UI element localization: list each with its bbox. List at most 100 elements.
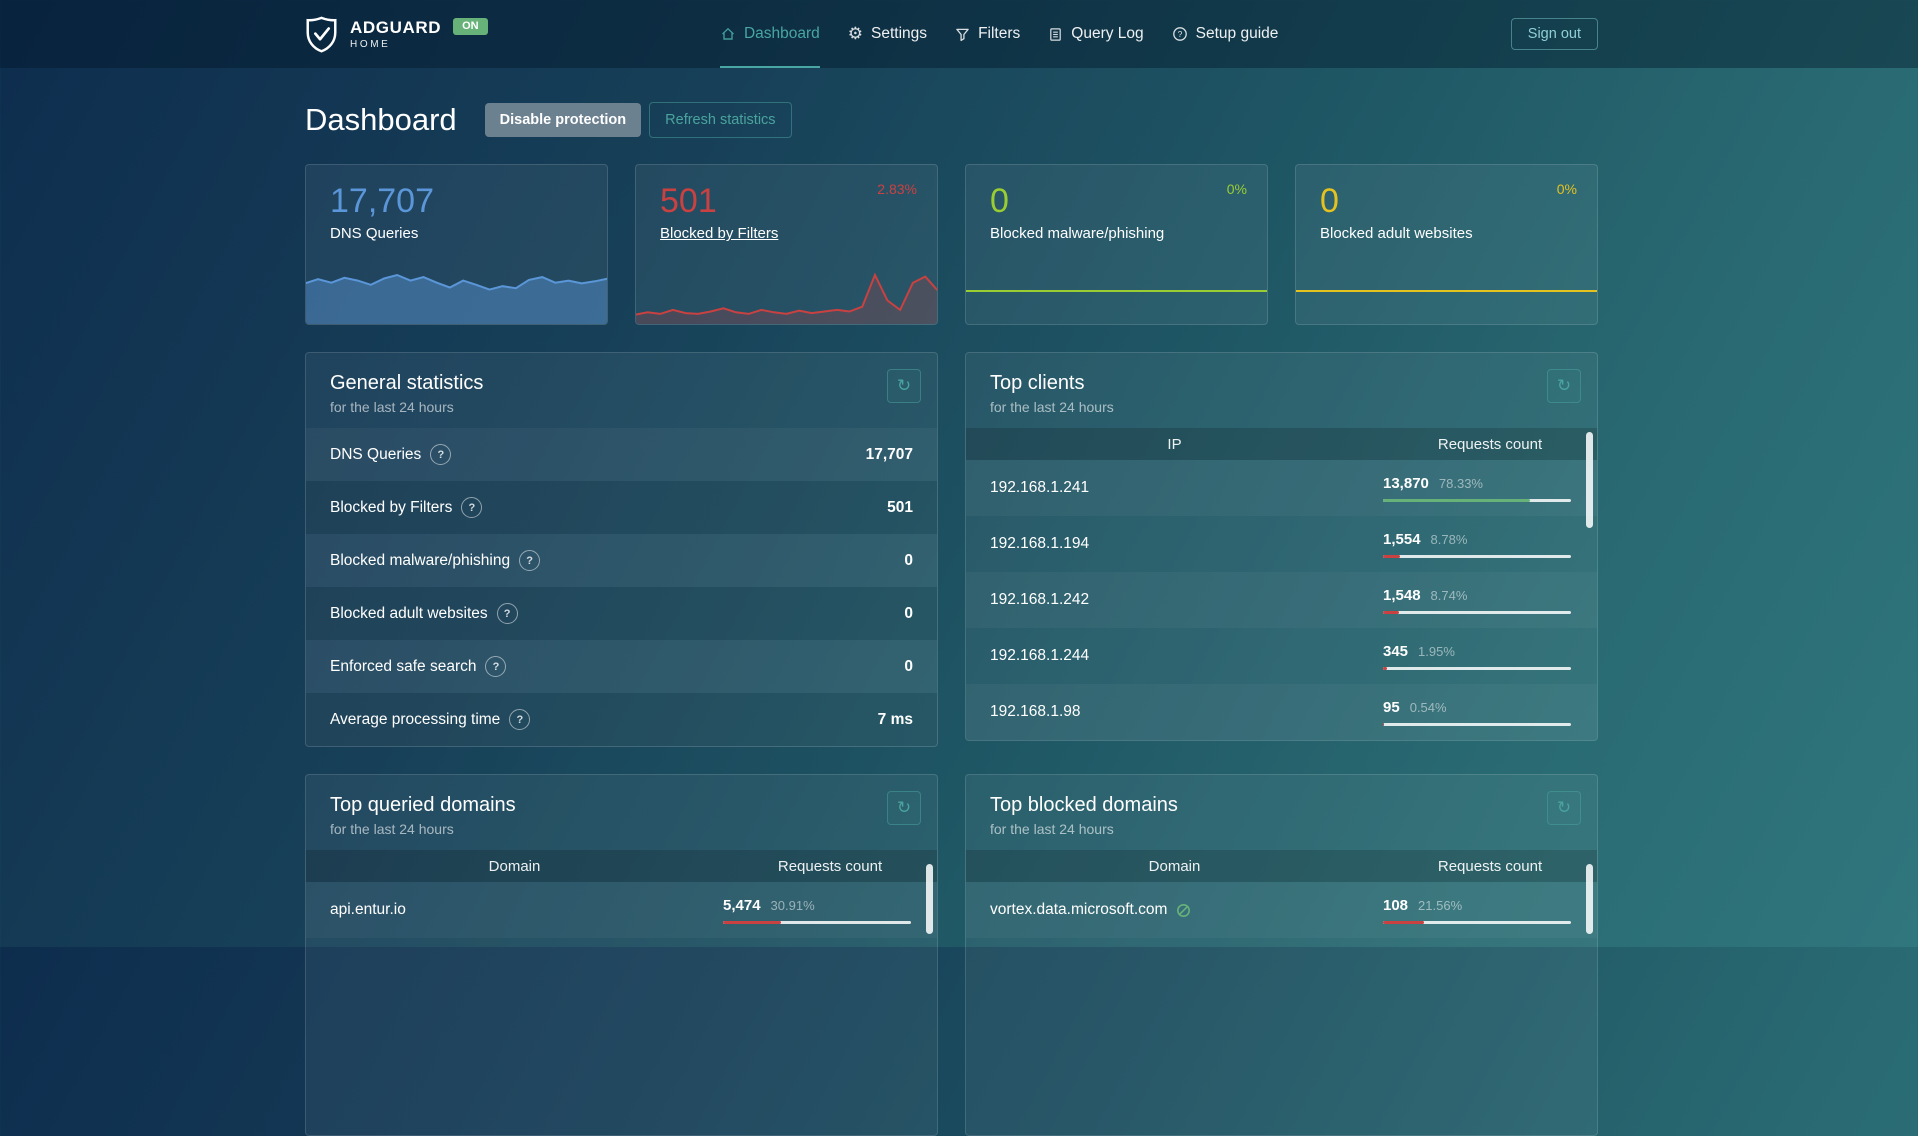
table-header: Domain Requests count: [966, 850, 1597, 882]
dns-queries-sparkline: [306, 269, 607, 324]
requests-count: 1,554: [1383, 530, 1421, 548]
help-icon[interactable]: ?: [509, 709, 531, 730]
disable-protection-button[interactable]: Disable protection: [484, 103, 642, 137]
column-header-requests-count[interactable]: Requests count: [1437, 435, 1543, 453]
top-clients-rows: 192.168.1.241 13,870 78.33% 192.168.1.19…: [966, 460, 1597, 740]
help-icon[interactable]: ?: [519, 550, 541, 571]
refresh-statistics-button[interactable]: Refresh statistics: [649, 102, 792, 138]
stat-row: DNS Queries ? 17,707: [306, 428, 937, 481]
progress-fill: [1383, 920, 1424, 924]
column-header-requests-count[interactable]: Requests count: [1437, 857, 1543, 875]
refresh-panel-button[interactable]: ↻: [1547, 791, 1581, 825]
stat-row-label: Blocked by Filters: [330, 498, 453, 516]
panel-title: Top queried domains: [330, 794, 516, 816]
client-ip: 192.168.1.98: [990, 703, 1081, 720]
domain-name: api.entur.io: [330, 901, 406, 918]
client-ip: 192.168.1.241: [990, 479, 1090, 496]
filter-icon: [955, 27, 970, 42]
client-ip: 192.168.1.242: [990, 591, 1090, 608]
requests-count: 95: [1383, 698, 1400, 716]
client-row: 192.168.1.241 13,870 78.33%: [966, 460, 1597, 516]
nav-item-settings[interactable]: ⚙ Settings: [834, 0, 941, 68]
table-header: Domain Requests count: [306, 850, 937, 882]
requests-count: 345: [1383, 642, 1409, 660]
adguard-shield-icon: [305, 16, 338, 53]
query-log-icon: [1048, 27, 1063, 42]
scrollbar-thumb[interactable]: [1586, 864, 1593, 934]
client-row: 192.168.1.244 345 1.95%: [966, 628, 1597, 684]
refresh-icon: ↻: [1556, 376, 1572, 395]
top-queried-domains-panel: Top queried domains for the last 24 hour…: [305, 774, 938, 1136]
stat-row: Blocked by Filters ? 501: [306, 481, 937, 534]
blocked-filters-sparkline: [636, 269, 937, 324]
stat-row-label: Blocked malware/phishing: [330, 551, 511, 569]
refresh-panel-button[interactable]: ↻: [887, 791, 921, 825]
blocked-adult-sparkline: [1295, 269, 1598, 325]
help-icon[interactable]: ?: [461, 497, 483, 518]
nav-item-query-log[interactable]: Query Log: [1034, 0, 1157, 68]
progress-track: [1383, 920, 1571, 924]
progress-track: [1383, 498, 1571, 502]
column-header-domain[interactable]: Domain: [488, 857, 541, 875]
nav-item-dashboard[interactable]: Dashboard: [706, 0, 834, 68]
brand[interactable]: ADGUARD HOME ON: [305, 16, 488, 53]
requests-count: 108: [1383, 896, 1409, 914]
scrollbar-thumb[interactable]: [1586, 432, 1593, 528]
panel-title: General statistics: [330, 372, 484, 394]
protection-status-badge: ON: [453, 17, 488, 35]
requests-percent: 0.54%: [1409, 699, 1447, 715]
nav-label: Query Log: [1071, 25, 1144, 42]
client-row: 192.168.1.242 1,548 8.74%: [966, 572, 1597, 628]
nav-menu: Dashboard ⚙ Settings Filters Query Log: [706, 0, 1292, 68]
unblock-icon[interactable]: [1176, 903, 1191, 918]
sign-out-button[interactable]: Sign out: [1510, 18, 1598, 50]
stat-row-value: 0: [904, 657, 913, 675]
page-header: Dashboard Disable protection Refresh sta…: [305, 102, 1598, 138]
panel-title: Top blocked domains: [990, 794, 1178, 816]
client-ip: 192.168.1.244: [990, 647, 1090, 664]
client-row: 192.168.1.194 1,554 8.78%: [966, 516, 1597, 572]
progress-fill: [723, 920, 782, 924]
client-ip: 192.168.1.194: [990, 535, 1090, 552]
requests-count: 5,474: [723, 896, 761, 914]
requests-percent: 8.74%: [1430, 587, 1468, 603]
refresh-icon: ↻: [896, 798, 912, 817]
top-clients-panel: Top clients for the last 24 hours ↻ IP R…: [965, 352, 1598, 741]
column-header-domain[interactable]: Domain: [1148, 857, 1201, 875]
svg-text:?: ?: [1177, 29, 1182, 39]
stat-card-blocked-adult: 0% 0 Blocked adult websites: [1295, 164, 1598, 325]
stat-row-value: 17,707: [865, 445, 913, 463]
column-header-requests-count[interactable]: Requests count: [777, 857, 883, 875]
stat-row: Blocked adult websites ? 0: [306, 587, 937, 640]
refresh-panel-button[interactable]: ↻: [887, 369, 921, 403]
refresh-icon: ↻: [896, 376, 912, 395]
stat-row: Average processing time ? 7 ms: [306, 693, 937, 746]
stat-row: Blocked malware/phishing ? 0: [306, 534, 937, 587]
stat-row-value: 0: [904, 604, 913, 622]
requests-percent: 30.91%: [770, 897, 815, 913]
requests-count: 13,870: [1383, 474, 1429, 492]
navbar: ADGUARD HOME ON Dashboard ⚙ Settings Fil…: [0, 0, 1918, 68]
blocked-malware-sparkline: [965, 269, 1268, 325]
requests-percent: 21.56%: [1418, 897, 1463, 913]
column-header-ip[interactable]: IP: [1167, 435, 1182, 453]
stat-label: Blocked adult websites: [1320, 225, 1473, 243]
nav-item-setup-guide[interactable]: ? Setup guide: [1158, 0, 1293, 68]
nav-item-filters[interactable]: Filters: [941, 0, 1034, 68]
stat-value: 17,707: [330, 182, 434, 220]
stat-label: Blocked malware/phishing: [990, 225, 1165, 243]
help-icon[interactable]: ?: [485, 656, 507, 677]
stat-row-value: 0: [904, 551, 913, 569]
stat-percent: 0%: [1226, 181, 1247, 197]
help-icon[interactable]: ?: [430, 444, 452, 465]
stat-percent: 2.83%: [877, 181, 917, 197]
domain-row: api.entur.io 5,474 30.91%: [306, 882, 937, 938]
requests-count: 1,548: [1383, 586, 1421, 604]
main-content: Dashboard Disable protection Refresh sta…: [305, 102, 1598, 1136]
refresh-panel-button[interactable]: ↻: [1547, 369, 1581, 403]
blocked-by-filters-link[interactable]: Blocked by Filters: [660, 225, 779, 243]
progress-fill: [1383, 666, 1387, 670]
scrollbar-thumb[interactable]: [926, 864, 933, 934]
gear-icon: ⚙: [847, 24, 864, 43]
help-icon[interactable]: ?: [496, 603, 518, 624]
